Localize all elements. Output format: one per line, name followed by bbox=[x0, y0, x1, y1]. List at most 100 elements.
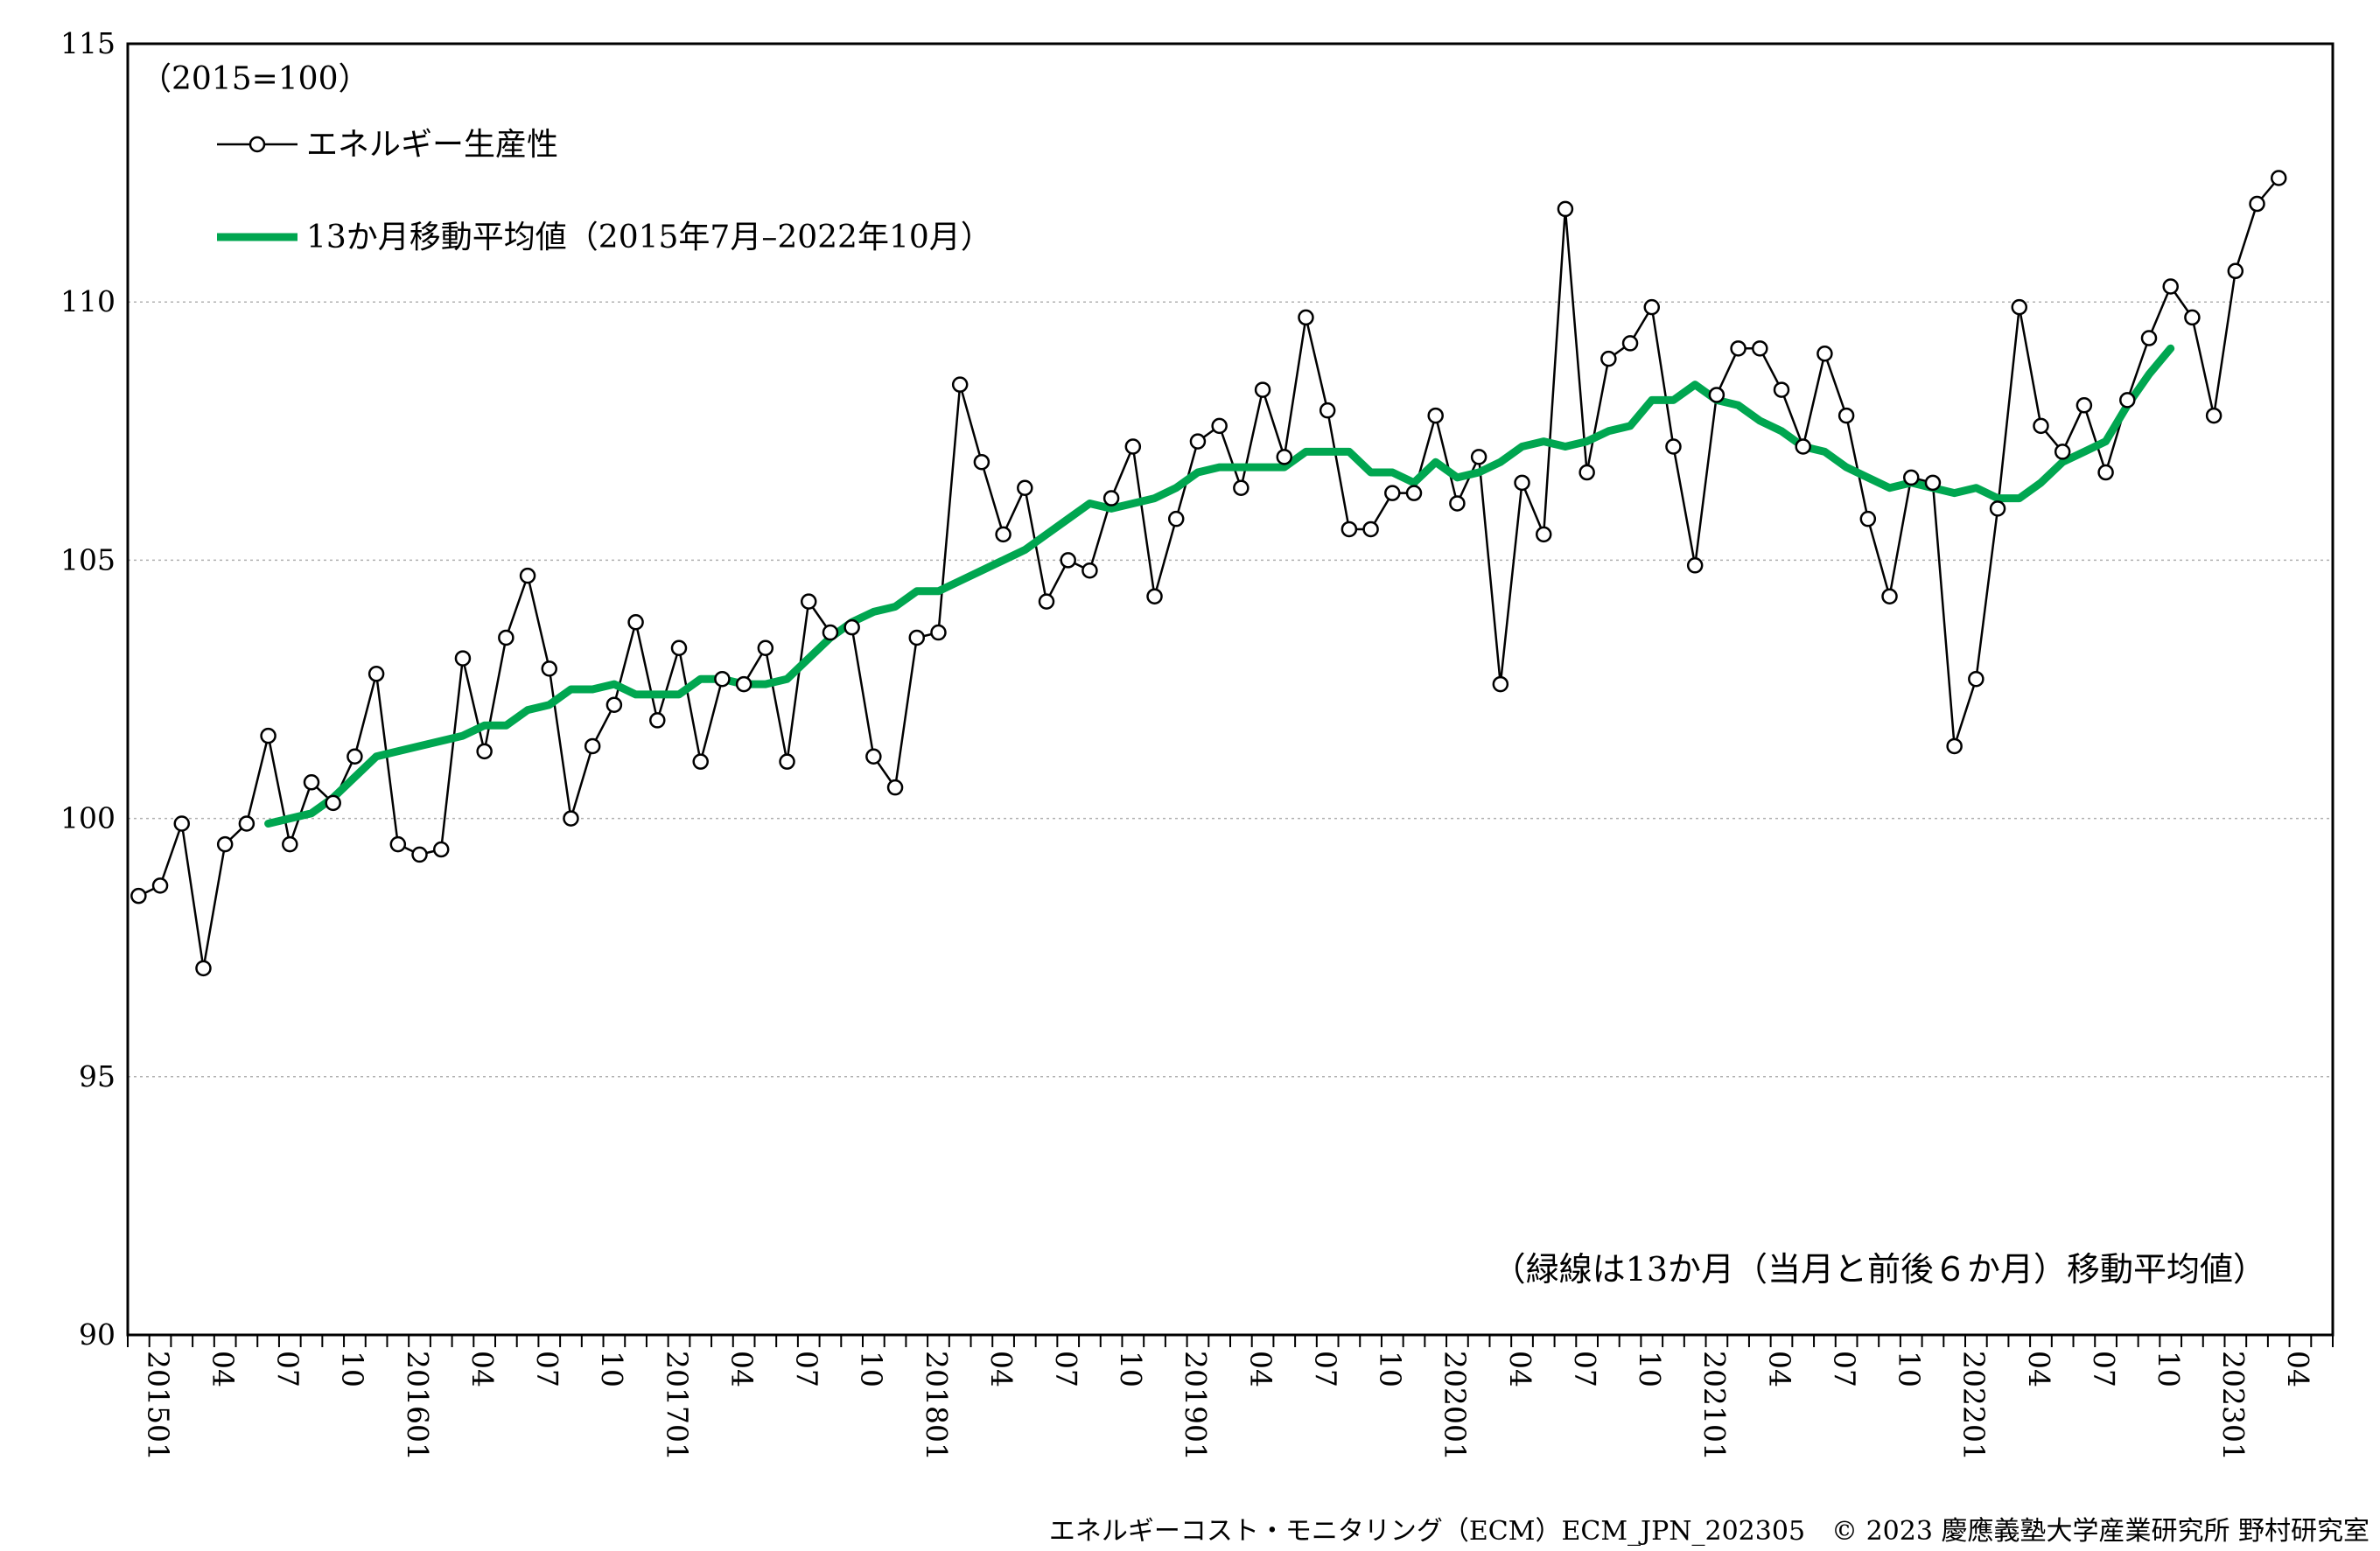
data-point bbox=[1838, 407, 1855, 424]
data-point bbox=[1038, 593, 1055, 610]
data-point bbox=[1946, 737, 1963, 755]
data-point bbox=[1643, 298, 1661, 316]
x-tick-label: 201501 bbox=[141, 1351, 175, 1461]
data-point bbox=[238, 815, 256, 832]
data-point bbox=[2097, 464, 2114, 481]
data-point bbox=[260, 727, 276, 744]
data-point bbox=[1146, 588, 1163, 604]
data-point bbox=[649, 712, 666, 729]
x-tick-label: 202001 bbox=[1438, 1351, 1473, 1461]
data-point bbox=[2054, 444, 2071, 460]
legend: エネルギー生産性 13か月移動平均値（2015年7月–2022年10月） bbox=[217, 127, 992, 255]
data-point bbox=[325, 794, 341, 812]
x-tick-label: 07 bbox=[790, 1351, 824, 1387]
x-tick-label: 04 bbox=[2022, 1351, 2056, 1387]
x-tick-label: 10 bbox=[1633, 1351, 1667, 1387]
data-point bbox=[1017, 479, 1033, 496]
data-point bbox=[1492, 675, 1509, 693]
x-tick-label: 07 bbox=[271, 1351, 305, 1387]
x-tick-label: 04 bbox=[466, 1351, 500, 1387]
data-point bbox=[1924, 474, 1942, 492]
data-point bbox=[2076, 397, 2093, 414]
data-point bbox=[432, 841, 450, 858]
x-tick-label: 10 bbox=[595, 1351, 629, 1387]
data-point bbox=[930, 624, 947, 641]
credit-line: エネルギーコスト・モニタリング（ECM）ECM_JPN_202305 © 202… bbox=[1049, 1516, 2370, 1547]
data-point bbox=[670, 639, 688, 657]
data-point bbox=[1535, 526, 1552, 543]
data-point bbox=[2205, 407, 2222, 424]
data-point bbox=[389, 835, 407, 853]
data-point bbox=[1233, 479, 1250, 496]
x-tick-label: 04 bbox=[2281, 1351, 2315, 1387]
data-point bbox=[2184, 309, 2201, 326]
data-point bbox=[303, 774, 320, 791]
data-point bbox=[1340, 520, 1358, 538]
data-point bbox=[346, 748, 363, 765]
data-point bbox=[1578, 464, 1595, 481]
data-point bbox=[951, 376, 969, 393]
y-tick-label: 105 bbox=[60, 542, 116, 576]
x-tick-label: 202101 bbox=[1698, 1351, 1732, 1461]
data-point bbox=[844, 618, 860, 636]
data-point bbox=[563, 810, 579, 827]
data-point bbox=[2227, 262, 2244, 280]
data-point bbox=[1816, 345, 1833, 362]
data-point bbox=[1773, 381, 1790, 398]
x-tick-label: 201801 bbox=[920, 1351, 954, 1461]
x-tick-label: 201701 bbox=[660, 1351, 694, 1461]
data-point bbox=[714, 670, 731, 688]
data-point bbox=[2270, 170, 2287, 186]
x-tick-label: 04 bbox=[724, 1351, 759, 1387]
data-point bbox=[1427, 407, 1444, 424]
data-point bbox=[1319, 402, 1336, 419]
data-point bbox=[1708, 387, 1726, 403]
data-point bbox=[1298, 309, 1314, 326]
x-tick-label: 202201 bbox=[1957, 1351, 1992, 1461]
data-point bbox=[2011, 298, 2028, 316]
x-tick-label: 10 bbox=[1893, 1351, 1927, 1387]
data-point bbox=[173, 815, 191, 832]
data-point bbox=[1449, 495, 1466, 512]
y-tick-label: 95 bbox=[79, 1059, 116, 1093]
data-point bbox=[1600, 350, 1617, 367]
y-tick-label: 90 bbox=[79, 1317, 116, 1352]
data-point bbox=[886, 779, 904, 796]
data-point bbox=[1859, 510, 1877, 527]
data-point bbox=[1621, 335, 1639, 352]
data-point bbox=[1211, 417, 1228, 435]
data-point bbox=[1968, 670, 1984, 688]
x-tick-label: 10 bbox=[1114, 1351, 1148, 1387]
x-tick-label: 07 bbox=[1049, 1351, 1083, 1387]
data-point bbox=[1902, 469, 1920, 486]
y-tick-label: 100 bbox=[60, 801, 116, 835]
data-point bbox=[541, 660, 558, 677]
data-point bbox=[1276, 449, 1293, 465]
x-tick-label: 04 bbox=[1762, 1351, 1796, 1387]
legend-label-series1: エネルギー生産性 bbox=[306, 127, 558, 163]
data-point bbox=[498, 629, 514, 646]
x-tick-label: 201601 bbox=[401, 1351, 435, 1461]
data-point bbox=[368, 666, 385, 682]
x-tick-label: 04 bbox=[984, 1351, 1018, 1387]
gridlines bbox=[128, 301, 2333, 1078]
data-point bbox=[2140, 330, 2158, 346]
data-point bbox=[973, 453, 990, 471]
data-point bbox=[1060, 552, 1076, 569]
series-lines bbox=[137, 177, 2280, 970]
data-point bbox=[865, 748, 882, 765]
x-tick-label: 201901 bbox=[1179, 1351, 1213, 1461]
data-point bbox=[1989, 500, 2006, 517]
data-point bbox=[1514, 474, 1530, 492]
y-tick-label: 115 bbox=[60, 26, 116, 60]
y-axis: 90 95 100 105 110 115 bbox=[60, 26, 116, 1352]
x-axis: 201501 04 07 10 201601 04 07 10 201701 04 07 10 2018… bbox=[127, 1335, 2334, 1461]
data-point bbox=[1557, 200, 1574, 218]
x-tick-label: 202301 bbox=[2216, 1351, 2250, 1461]
data-point bbox=[195, 960, 212, 977]
data-point bbox=[627, 613, 644, 631]
data-point bbox=[2033, 417, 2049, 435]
series-line-energy-productivity bbox=[137, 177, 2280, 970]
x-tick-label: 10 bbox=[855, 1351, 889, 1387]
